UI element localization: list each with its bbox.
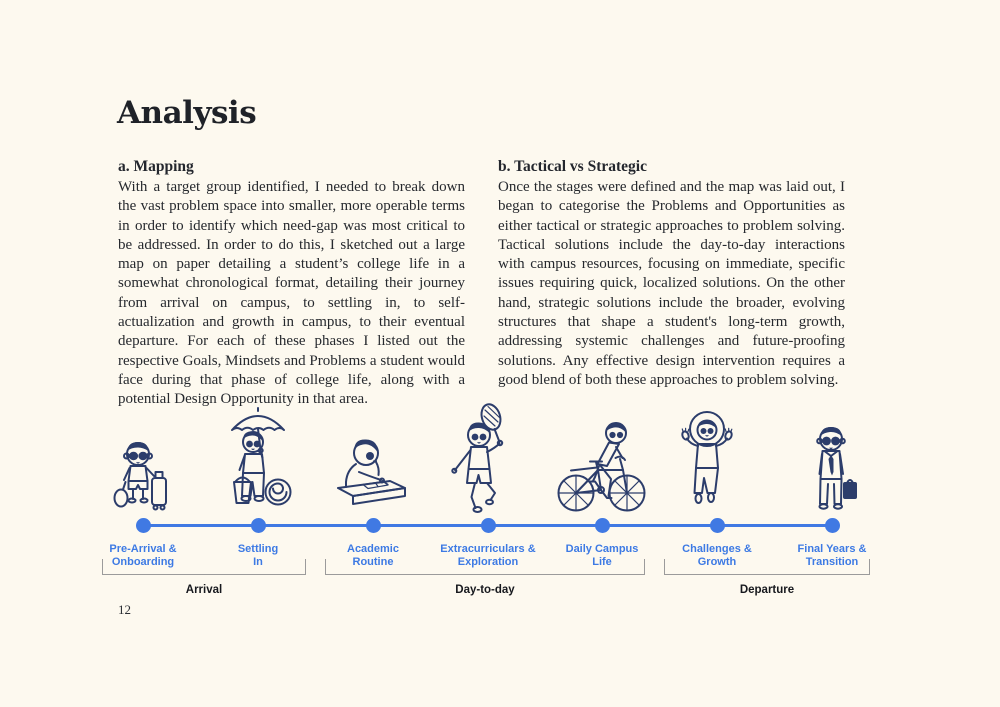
student-playing-badminton-illustration xyxy=(442,402,522,516)
stage-label-pre-arrival: Pre-Arrival & Onboarding xyxy=(109,543,177,568)
group-label-departure: Departure xyxy=(739,584,795,596)
stage-label-final-years: Final Years & Transition xyxy=(797,543,867,568)
section-body: Once the stages were defined and the map… xyxy=(498,179,845,388)
student-with-umbrella-and-bucket-illustration xyxy=(222,406,294,516)
stage-label-settling-in: Settling In xyxy=(237,543,279,568)
timeline-dot-settling-in xyxy=(251,518,266,533)
timeline-dot-final-years xyxy=(825,518,840,533)
section-tactical-vs-strategic: b. Tactical vs Strategic Once the stages… xyxy=(498,158,845,410)
group-label-day-to-day: Day-to-day xyxy=(455,584,515,596)
group-bracket-departure xyxy=(664,559,870,575)
timeline-dot-extracurriculars xyxy=(481,518,496,533)
stage-label-daily-campus-life: Daily Campus Life xyxy=(565,543,639,568)
timeline-dot-academic-routine xyxy=(366,518,381,533)
page-number: 12 xyxy=(118,602,131,617)
stage-label-academic-routine: Academic Routine xyxy=(347,543,399,568)
section-body: With a target group identified, I needed… xyxy=(118,179,465,408)
group-bracket-day-to-day xyxy=(325,559,645,575)
student-floating-with-halo-illustration xyxy=(674,406,740,512)
stage-label-extracurriculars: Extracurriculars & Exploration xyxy=(440,543,536,568)
group-bracket-arrival xyxy=(102,559,306,575)
student-with-luggage-illustration xyxy=(112,436,170,516)
section-heading: a. Mapping xyxy=(118,158,194,175)
section-heading: b. Tactical vs Strategic xyxy=(498,158,647,175)
text-columns: a. Mapping With a target group identifie… xyxy=(118,158,846,410)
student-studying-at-desk-illustration xyxy=(333,426,411,516)
student-riding-bicycle-illustration xyxy=(553,416,649,516)
group-label-arrival: Arrival xyxy=(185,584,223,596)
stage-label-challenges-growth: Challenges & Growth xyxy=(682,543,752,568)
timeline-dot-challenges-growth xyxy=(710,518,725,533)
graduate-with-briefcase-illustration xyxy=(803,422,861,516)
timeline-dot-pre-arrival xyxy=(136,518,151,533)
section-mapping: a. Mapping With a target group identifie… xyxy=(118,158,465,410)
timeline-dot-daily-campus-life xyxy=(595,518,610,533)
page-title: Analysis xyxy=(117,95,257,131)
